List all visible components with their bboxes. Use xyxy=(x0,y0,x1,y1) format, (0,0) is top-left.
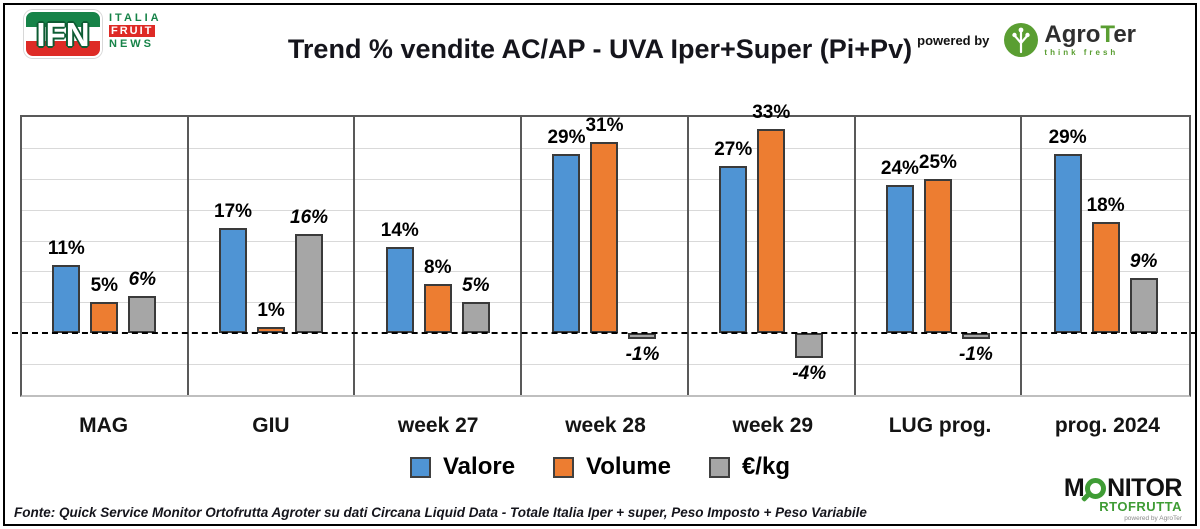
bar-eur_per_kg xyxy=(295,234,324,334)
category-label: prog. 2024 xyxy=(1054,414,1160,437)
bar-eur_per_kg xyxy=(1129,277,1158,334)
ifn-logo: IFN ITALIA FRUIT NEWS xyxy=(24,10,162,58)
bar-value-label: -1% xyxy=(959,344,993,366)
chart-panel-5: 27% 33% -4% xyxy=(689,102,856,395)
powered-by-label: powered by xyxy=(917,32,990,48)
bar-value-label: 27% xyxy=(714,139,753,161)
bar-eur_per_kg xyxy=(461,302,490,334)
bar-value-label: 24% xyxy=(880,157,919,179)
legend-item-volume: Volume xyxy=(553,453,671,481)
bar-value-label: 29% xyxy=(1048,127,1087,149)
legend-label-valore: Valore xyxy=(443,453,516,480)
page-border xyxy=(3,3,1197,526)
plot-area: 11% 5% 6% 17% 1% 16% 14% 8% 5% 29% 31% -1% 27% 33% -4%… xyxy=(12,102,1197,397)
bar-value-label: 16% xyxy=(290,207,329,229)
category-label: LUG prog. xyxy=(888,414,992,437)
footer-source: Fonte: Quick Service Monitor Ortofrutta … xyxy=(14,505,867,520)
ifn-acronym: IFN xyxy=(36,15,90,53)
agroter-tagline: think fresh xyxy=(1044,48,1119,57)
chart-panel-6: 24% 25% -1% xyxy=(856,117,1023,395)
bar-value-label: -4% xyxy=(792,362,827,384)
bar-value-label: 29% xyxy=(547,127,586,149)
chart-panel-7: 29% 18% 9% xyxy=(1022,117,1189,395)
ifn-fruit-label: FRUIT xyxy=(109,25,156,37)
zero-axis-line xyxy=(12,332,1197,335)
ifn-italia-label: ITALIA xyxy=(109,12,162,24)
chart-panel-4: 29% 31% -1% xyxy=(522,114,689,395)
bar-valore xyxy=(1053,154,1082,334)
bar-value-label: 17% xyxy=(214,201,253,223)
bar-valore xyxy=(552,154,581,334)
bar-value-label: 5% xyxy=(90,275,119,297)
ifn-wordmark: ITALIA FRUIT NEWS xyxy=(109,10,162,50)
bar-value-label: 9% xyxy=(1129,250,1158,272)
bar-value-label: 31% xyxy=(585,114,624,136)
bar-value-label: 5% xyxy=(462,275,490,297)
bar-value-label: 14% xyxy=(380,219,419,241)
monitor-ortofrutta-logo: M NITOR RTOFRUTTA powered by AgroTer xyxy=(1063,474,1183,523)
legend-swatch-volume xyxy=(553,456,575,478)
monitor-powered-label: powered by AgroTer xyxy=(1124,515,1182,522)
bar-eur_per_kg xyxy=(961,333,990,340)
category-label: week 28 xyxy=(565,414,646,437)
gridline xyxy=(22,364,1189,366)
bar-volume xyxy=(1091,222,1120,334)
category-label: GIU xyxy=(252,414,290,437)
bar-valore xyxy=(52,265,81,334)
bar-value-label: 18% xyxy=(1086,195,1125,217)
legend-label-volume: Volume xyxy=(586,453,671,480)
bar-eur_per_kg xyxy=(628,333,657,340)
bar-volume xyxy=(923,178,952,334)
bar-value-label: -1% xyxy=(625,344,660,366)
page-title: Trend % vendite AC/AP - UVA Iper+Super (… xyxy=(287,34,913,64)
bar-volume xyxy=(423,283,452,334)
bar-volume xyxy=(90,302,119,334)
category-axis: MAG GIU week 27 week 28 week 29 LUG prog. prog… xyxy=(20,414,1191,438)
bar-eur_per_kg xyxy=(128,296,157,334)
bar-value-label: 6% xyxy=(128,269,157,291)
chart-panel-3: 14% 8% 5% xyxy=(355,117,523,395)
ifn-news-label: NEWS xyxy=(109,38,154,50)
ifn-flag-badge: IFN xyxy=(24,10,102,58)
chart-panels: 11% 5% 6% 17% 1% 16% 14% 8% 5% 29% 31% -1% 27% 33% -4%… xyxy=(22,102,1189,395)
bar-value-label: 1% xyxy=(257,300,285,322)
bar-value-label: 8% xyxy=(424,256,452,278)
bar-valore xyxy=(719,166,748,334)
agroter-logo: AgroTer think fresh xyxy=(1003,22,1136,58)
bar-value-label: 25% xyxy=(918,151,957,173)
chart-panel-1: 11% 5% 6% xyxy=(22,117,189,395)
magnifier-icon xyxy=(1085,478,1107,499)
monitor-ortofrutta-label: RTOFRUTTA xyxy=(1099,499,1182,514)
agroter-wordmark: AgroTer xyxy=(1044,21,1136,48)
bar-volume xyxy=(590,141,619,334)
bar-value-label: 11% xyxy=(47,238,85,260)
bar-valore xyxy=(885,184,914,334)
chart-panel-2: 17% 1% 16% xyxy=(189,117,356,395)
bar-value-label: 33% xyxy=(752,102,791,124)
legend-item-eur_per_kg: €/kg xyxy=(708,453,790,481)
category-label: week 29 xyxy=(732,414,814,437)
legend-item-valore: Valore xyxy=(410,453,515,481)
legend: Valore Volume €/kg xyxy=(0,453,1200,481)
bar-volume xyxy=(757,129,786,334)
tree-icon xyxy=(1004,23,1039,57)
monitor-wordmark: M NITOR xyxy=(1063,474,1183,502)
legend-label-eur_per_kg: €/kg xyxy=(741,453,790,480)
category-label: week 27 xyxy=(397,414,479,437)
legend-swatch-eur_per_kg xyxy=(708,456,730,478)
category-label: MAG xyxy=(79,414,129,437)
bar-eur_per_kg xyxy=(795,333,824,358)
legend-swatch-valore xyxy=(410,456,431,478)
powered-by-block: powered by AgroTer think fresh xyxy=(917,22,1136,58)
bar-volume xyxy=(257,327,286,334)
bar-valore xyxy=(385,246,414,334)
bar-valore xyxy=(219,228,248,334)
